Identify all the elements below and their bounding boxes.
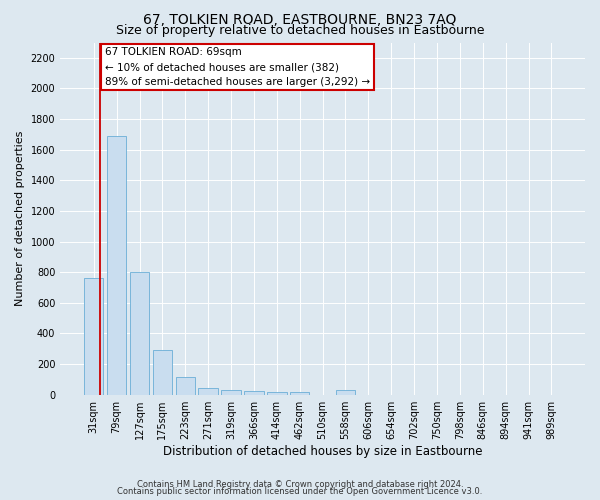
Text: 67, TOLKIEN ROAD, EASTBOURNE, BN23 7AQ: 67, TOLKIEN ROAD, EASTBOURNE, BN23 7AQ — [143, 12, 457, 26]
Bar — [199, 388, 218, 394]
Bar — [336, 390, 355, 394]
Y-axis label: Number of detached properties: Number of detached properties — [15, 131, 25, 306]
Bar — [244, 391, 263, 394]
Bar — [84, 278, 103, 394]
Bar — [130, 272, 149, 394]
Bar — [152, 350, 172, 395]
X-axis label: Distribution of detached houses by size in Eastbourne: Distribution of detached houses by size … — [163, 444, 482, 458]
Bar — [221, 390, 241, 394]
Text: 67 TOLKIEN ROAD: 69sqm
← 10% of detached houses are smaller (382)
89% of semi-de: 67 TOLKIEN ROAD: 69sqm ← 10% of detached… — [105, 47, 370, 87]
Bar — [176, 377, 195, 394]
Bar — [290, 392, 310, 394]
Text: Contains HM Land Registry data © Crown copyright and database right 2024.: Contains HM Land Registry data © Crown c… — [137, 480, 463, 489]
Text: Contains public sector information licensed under the Open Government Licence v3: Contains public sector information licen… — [118, 488, 482, 496]
Bar — [107, 136, 127, 394]
Bar — [267, 392, 287, 394]
Text: Size of property relative to detached houses in Eastbourne: Size of property relative to detached ho… — [116, 24, 484, 37]
